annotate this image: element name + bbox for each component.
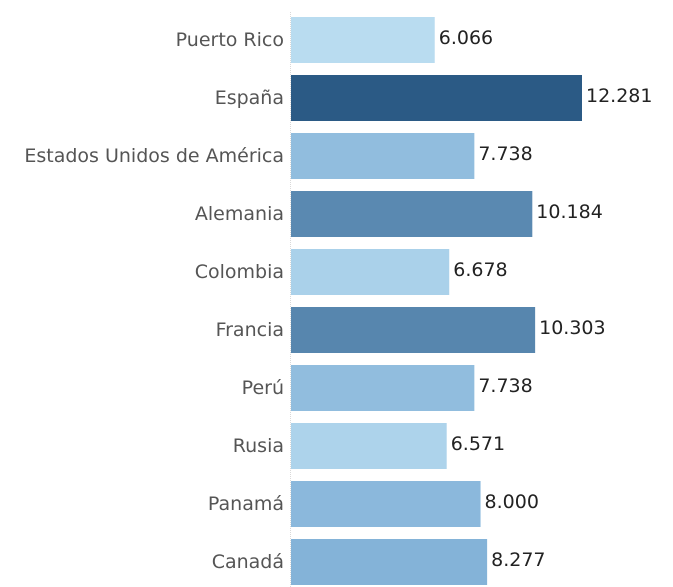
- category-label: Panamá: [208, 493, 284, 515]
- category-label: Canadá: [212, 551, 284, 573]
- value-labels-group: 6.066 12.281 7.738 10.184 6.678 10.303 7.738 6.…: [439, 27, 653, 571]
- value-label: 8.000: [485, 491, 539, 513]
- category-label: Perú: [242, 377, 284, 399]
- value-label: 10.184: [536, 201, 602, 223]
- bar-2: [291, 133, 475, 179]
- category-label: Rusia: [233, 435, 284, 457]
- value-label: 12.281: [586, 85, 652, 107]
- category-label: Estados Unidos de América: [24, 145, 284, 167]
- bar-0: [291, 17, 435, 63]
- category-label: España: [215, 87, 284, 109]
- value-label: 8.277: [491, 549, 545, 571]
- bar-1: [291, 75, 582, 121]
- bar-8: [291, 481, 481, 527]
- value-label: 7.738: [478, 143, 532, 165]
- bar-5: [291, 307, 536, 353]
- value-label: 10.303: [539, 317, 605, 339]
- category-label: Puerto Rico: [176, 29, 284, 51]
- bar-7: [291, 423, 447, 469]
- bar-4: [291, 249, 450, 295]
- category-labels-group: Puerto Rico España Estados Unidos de Améri…: [24, 29, 284, 573]
- value-label: 6.571: [451, 433, 505, 455]
- bars-group: [291, 17, 582, 585]
- category-label: Alemania: [195, 203, 284, 225]
- value-label: 6.066: [439, 27, 493, 49]
- value-label: 6.678: [453, 259, 507, 281]
- bar-3: [291, 191, 533, 237]
- bar-6: [291, 365, 475, 411]
- category-label: Francia: [216, 319, 284, 341]
- value-label: 7.738: [478, 375, 532, 397]
- category-label: Colombia: [195, 261, 284, 283]
- bar-9: [291, 539, 488, 585]
